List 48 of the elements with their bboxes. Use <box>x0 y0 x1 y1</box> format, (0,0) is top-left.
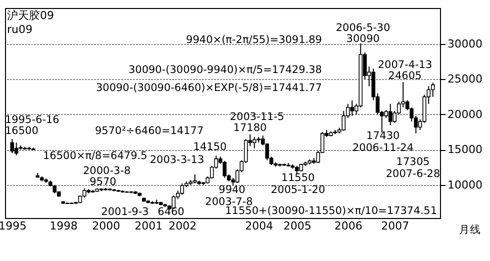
annotation: 2000-3-8 <box>83 165 131 177</box>
annotation: 2006-5-30 <box>336 22 390 34</box>
annotation: 2003-11-5 <box>230 111 284 123</box>
annotation: 2007-4-13 <box>378 59 432 71</box>
annotation: 9570 <box>90 176 116 188</box>
x-tick-label: 1998 <box>50 220 78 232</box>
candlestick <box>252 136 256 149</box>
x-tick-label: 2000 <box>92 220 120 232</box>
annotation: 17305 <box>396 156 430 168</box>
annotation: 17180 <box>233 122 267 134</box>
x-tick-label: 2002 <box>168 220 197 232</box>
annotation: 24605 <box>388 70 422 82</box>
annotation: 30090-(30090-9940)×π/5=17429.38 <box>128 64 322 76</box>
x-tick-label: 2005 <box>283 220 312 232</box>
y-tick-label: 10000 <box>448 178 482 192</box>
annotation: 2006-11-24 <box>352 142 414 154</box>
y-tick-label: 30000 <box>448 37 482 50</box>
annotation: 2003-3-13 <box>150 154 204 166</box>
chart-title: 沪天胶09 <box>7 9 54 22</box>
candlestick <box>222 160 227 178</box>
annotation: 30090-(30090-6460)×EXP(-5/8)=17441.77 <box>96 82 322 94</box>
x-tick-label: 1995 <box>0 220 27 232</box>
candlestick <box>192 174 197 184</box>
annotation: 2007-6-28 <box>386 168 440 180</box>
annotation: 11550 <box>281 172 315 184</box>
text: ru09 <box>7 23 32 36</box>
y-tick-label: 20000 <box>448 108 482 121</box>
candlestick <box>388 103 392 126</box>
annotation: 1995-6-16 <box>5 114 60 126</box>
x-tick-label: 2006 <box>334 220 362 232</box>
annotation: 16500 <box>5 125 38 137</box>
candlestick <box>430 82 435 98</box>
annotation: 30090 <box>346 33 380 45</box>
y-tick-label: 25000 <box>448 72 482 86</box>
annotation: 2001-9-3 <box>101 206 149 218</box>
annotation: 11550+(30090-11550)×π/10=17374.51 <box>225 205 437 217</box>
annotation: 9940 <box>218 184 246 196</box>
text: 月线 <box>459 223 481 236</box>
x-tick-label: 2007 <box>381 220 410 232</box>
x-tick-label: 2001 <box>134 220 163 232</box>
annotation: 9940×(π-2π/55)=3091.89 <box>186 34 322 46</box>
annotation: 16500×π/8=6479.5 <box>43 150 148 162</box>
annotation: 17430 <box>366 130 400 142</box>
annotation: 9570²÷6460=14177 <box>95 125 204 137</box>
annotation: 2005-1-20 <box>270 184 326 196</box>
y-tick-label: 15000 <box>448 143 482 156</box>
annotation: 14150 <box>193 141 227 153</box>
x-tick-label: 2004 <box>245 220 274 232</box>
